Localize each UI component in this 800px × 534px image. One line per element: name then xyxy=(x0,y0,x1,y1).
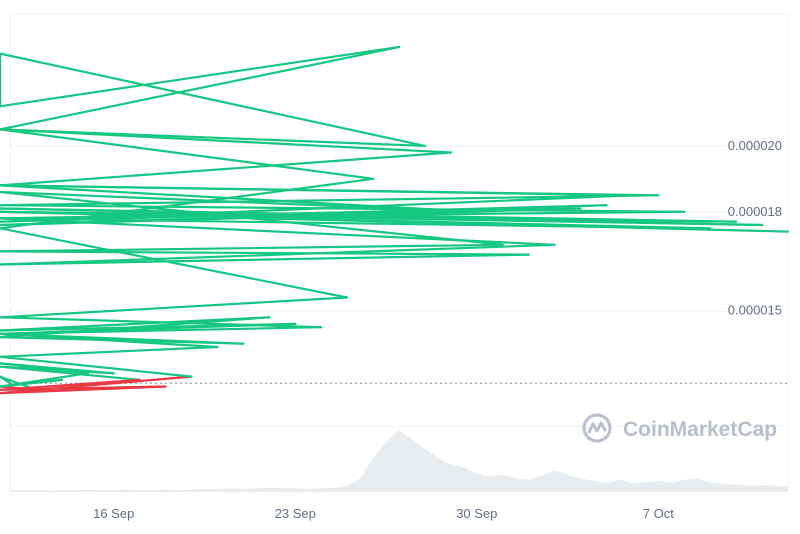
y-tick-label: 0.000015 xyxy=(728,303,782,318)
price-line-segment xyxy=(0,375,193,395)
x-tick-label: 23 Sep xyxy=(275,506,316,521)
price-line-segment xyxy=(0,250,530,256)
price-line-segment xyxy=(0,385,167,395)
price-line-segment xyxy=(0,316,323,329)
price-line-segment xyxy=(0,194,660,207)
price-line-segment xyxy=(0,253,530,266)
price-lines xyxy=(0,45,790,395)
x-tick-label: 16 Sep xyxy=(93,506,134,521)
coinmarketcap-logo-icon xyxy=(582,413,612,443)
price-line-segment xyxy=(0,378,141,391)
price-line-segment xyxy=(0,151,452,187)
price-line-segment xyxy=(0,210,790,233)
x-tick-label: 30 Sep xyxy=(456,506,497,521)
price-line-segment xyxy=(0,372,89,388)
price-line-segment xyxy=(0,45,401,108)
price-line-segment xyxy=(0,336,245,345)
y-tick-label: 0.000018 xyxy=(728,204,782,219)
price-line-segment xyxy=(0,128,375,180)
price-line-segment xyxy=(0,243,556,266)
x-axis-ticks: 16 Sep 23 Sep 30 Sep 7 Oct xyxy=(93,506,674,521)
price-line-segment xyxy=(0,326,323,335)
y-tick-label: 0.000020 xyxy=(728,138,782,153)
price-line-segment xyxy=(0,184,660,197)
price-line-segment xyxy=(0,204,686,213)
x-tick-label: 7 Oct xyxy=(643,506,674,521)
price-line-segment xyxy=(0,355,193,378)
price-line-segment xyxy=(0,243,504,253)
watermark-text: CoinMarketCap xyxy=(623,418,777,441)
price-line-segment xyxy=(0,316,271,332)
price-line-segment xyxy=(0,52,426,147)
y-axis-ticks: 0.000015 0.000018 0.000020 xyxy=(728,138,782,318)
volume-bars xyxy=(10,430,788,492)
watermark: CoinMarketCap xyxy=(582,413,777,443)
price-line-segment xyxy=(0,45,401,131)
price-line-segment xyxy=(0,128,452,154)
price-line-segment xyxy=(0,227,349,299)
price-line-segment xyxy=(0,345,219,358)
volume-area xyxy=(10,430,788,492)
price-line-segment xyxy=(0,296,349,319)
price-line-segment xyxy=(0,365,141,381)
